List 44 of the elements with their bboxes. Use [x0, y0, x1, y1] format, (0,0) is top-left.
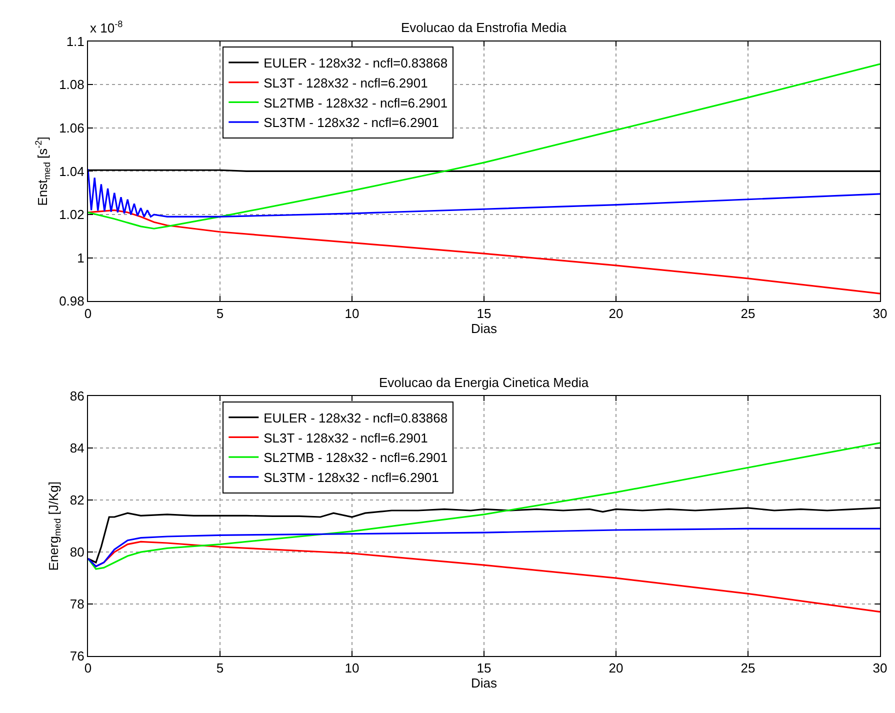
y-tick-label: 1.1	[66, 34, 84, 49]
legend-label: EULER - 128x32 - ncfl=0.83868	[264, 410, 448, 426]
line-series	[88, 442, 880, 570]
line-series	[88, 168, 880, 218]
text: x 10$^{-8}$	[90, 19, 123, 36]
y-tick-label: 82	[70, 492, 84, 508]
y-tick-label: 1.04	[59, 164, 84, 179]
y-tick-label: 86	[70, 388, 84, 404]
legend-label: SL2TMB - 128x32 - ncfl=6.2901	[264, 450, 448, 466]
y-tick-label: 76	[70, 648, 84, 664]
line-series	[88, 528, 880, 568]
y-tick-label: 80	[70, 544, 84, 560]
x-tick-label: 30	[872, 660, 888, 676]
y-tick-label: 0.98	[59, 294, 84, 309]
legend-label: SL3TM - 128x32 - ncfl=6.2901	[264, 470, 439, 486]
x-tick-label: 10	[344, 660, 360, 676]
y-tick-label: 1.02	[59, 207, 84, 222]
x-axis-title: Dias	[470, 320, 498, 336]
y-tick-label: 1.08	[59, 77, 84, 92]
y-tick-label: 78	[70, 596, 84, 612]
x-tick-label: 10	[344, 306, 360, 321]
x-tick-label: 15	[476, 660, 492, 676]
y-tick-label: 1	[77, 250, 84, 266]
legend-label: SL3T - 128x32 - ncfl=6.2901	[264, 430, 428, 446]
x-tick-label: 30	[872, 306, 888, 321]
y-tick-label: 84	[70, 440, 84, 456]
legend-label: SL3T - 128x32 - ncfl=6.2901	[264, 75, 428, 90]
x-axis-title: Dias	[470, 676, 498, 691]
legend-label: SL2TMB - 128x32 - ncfl=6.2901	[264, 95, 448, 110]
x-tick-label: 20	[608, 660, 624, 676]
x-tick-label: 0	[84, 306, 92, 321]
legend-label: EULER - 128x32 - ncfl=0.83868	[264, 55, 448, 70]
legend-label: SL3TM - 128x32 - ncfl=6.2901	[264, 115, 439, 130]
y-tick-label: 1.06	[59, 120, 84, 136]
x-tick-label: 25	[740, 660, 756, 676]
x-tick-label: 5	[216, 660, 224, 676]
x-tick-label: 25	[740, 306, 756, 321]
chart-title: Evolucao da Energia Cinetica Media	[379, 375, 590, 390]
x-tick-label: 15	[476, 306, 492, 321]
x-tick-label: 20	[608, 306, 624, 321]
chart-title: Evolucao da Enstrofia Media	[401, 20, 568, 35]
line-series	[88, 209, 880, 294]
x-tick-label: 5	[216, 306, 224, 321]
x-tick-label: 0	[84, 660, 92, 676]
